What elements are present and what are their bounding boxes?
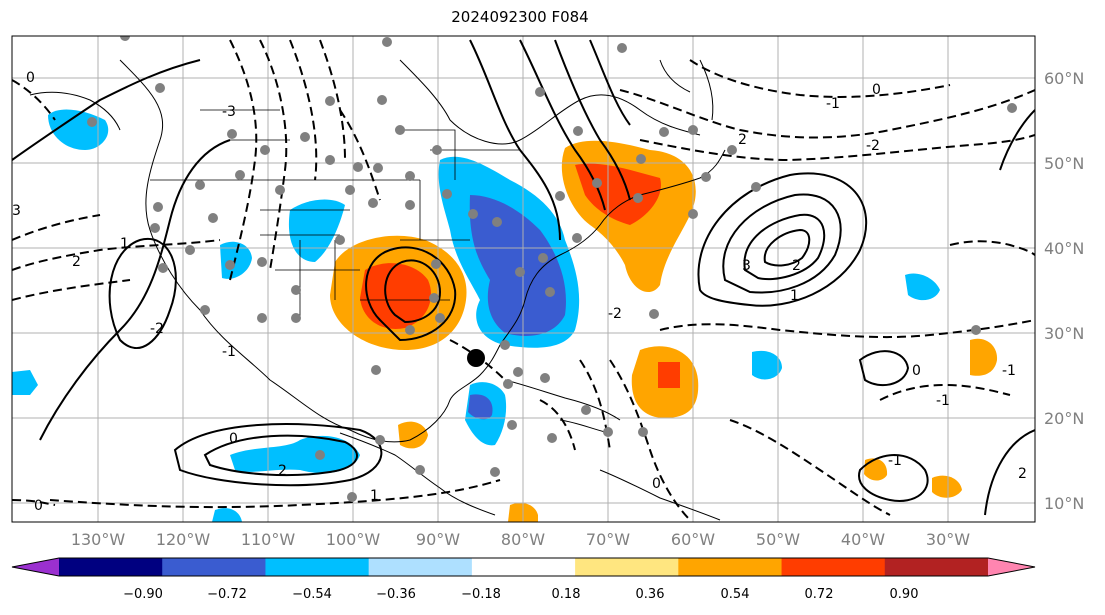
contour-label: 2: [278, 463, 287, 479]
lat-label: 20°N: [1044, 409, 1084, 428]
colorbar-segment: [781, 558, 886, 576]
lon-label: 50°W: [756, 530, 800, 549]
lon-label: 130°W: [71, 530, 126, 549]
lon-label: 60°W: [671, 530, 715, 549]
colorbar-segment: [12, 558, 59, 576]
contour-label: -1: [936, 393, 950, 409]
positive-anomaly-tropical: [864, 458, 888, 481]
negative-anomaly-east-atlantic: [905, 273, 940, 301]
colorbar-tick: −0.36: [376, 587, 416, 602]
colorbar-tick: 0.54: [721, 587, 750, 602]
contour-label: 0: [652, 476, 661, 492]
colorbar-tick: 0.36: [636, 587, 665, 602]
contour-label: 2: [738, 132, 747, 148]
negative-anomaly-eastern-pacific: [230, 435, 360, 474]
colorbar-tick: −0.90: [123, 587, 163, 602]
lon-label: 90°W: [416, 530, 460, 549]
colorbar-segment: [368, 558, 473, 576]
colorbar-segment: [59, 558, 163, 576]
colorbar-ticks: −0.90 −0.72 −0.54 −0.36 −0.18 0.18 0.36 …: [123, 587, 918, 602]
contour-label: 2: [1018, 466, 1027, 482]
contour-label: 0: [34, 498, 43, 514]
colorbar-segment: [575, 558, 679, 576]
colorbar: −0.90 −0.72 −0.54 −0.36 −0.18 0.18 0.36 …: [11, 557, 1036, 602]
contour-label: 1: [790, 288, 799, 304]
negative-anomaly-rockies: [288, 199, 345, 262]
positive-anomaly-east-atlantic: [970, 338, 998, 376]
contour-label: 1: [120, 236, 129, 252]
contours-solid: [12, 39, 1035, 516]
contour-label: 0: [912, 363, 921, 379]
map-frame: [11, 35, 1036, 523]
negative-anomaly-west-edge: [12, 370, 38, 395]
map-title: 2024092300 F084: [451, 8, 589, 26]
colorbar-segment: [265, 558, 370, 576]
colorbar-tick: 0.72: [805, 587, 834, 602]
colorbar-segment: [162, 558, 266, 576]
contour-labels: 0 3 2 1 0 -3 -2 -1 2 1 0 -2 3 2 1 -1 -2 …: [12, 70, 1027, 514]
lat-label: 50°N: [1044, 154, 1084, 173]
positive-anomaly-central-america: [398, 421, 428, 449]
contour-label: -3: [222, 104, 236, 120]
coastlines: [29, 59, 726, 521]
contour-label: -1: [888, 453, 902, 469]
contour-label: 0: [26, 70, 35, 86]
colorbar-tick: 0.90: [890, 587, 919, 602]
contour-label: -2: [608, 306, 622, 322]
negative-anomaly-southwest: [220, 241, 252, 279]
colorbar-segment: [471, 558, 576, 576]
shaded-anomaly-fields: [12, 109, 998, 522]
lon-label: 120°W: [156, 530, 211, 549]
lon-label: 100°W: [326, 530, 381, 549]
contour-label: -2: [150, 321, 164, 337]
contour-label: 2: [72, 254, 81, 270]
negative-anomaly-east-us-core: [469, 195, 566, 336]
lat-label: 60°N: [1044, 69, 1084, 88]
lat-label: 40°N: [1044, 239, 1084, 258]
contour-label: 3: [742, 258, 751, 274]
colorbar-outline: [11, 557, 1036, 577]
colorbar-tick: −0.18: [461, 587, 501, 602]
positive-anomaly-atlantic-core: [658, 362, 680, 388]
contours-dashed: [12, 39, 1035, 521]
contour-label: -1: [826, 96, 840, 112]
storm-center-marker: [467, 349, 485, 367]
lat-label: 30°N: [1044, 324, 1084, 343]
contour-label: 1: [370, 488, 379, 504]
state-borders: [150, 109, 520, 320]
contour-label: 2: [792, 258, 801, 274]
contour-label: -1: [1002, 363, 1016, 379]
negative-anomaly-mid-atlantic: [752, 350, 782, 380]
contour-label: -2: [866, 138, 880, 154]
colorbar-tick: 0.18: [552, 587, 581, 602]
colorbar-tick: −0.72: [207, 587, 247, 602]
longitude-labels: 130°W 120°W 110°W 100°W 90°W 80°W 70°W 6…: [71, 530, 970, 549]
positive-anomaly-gulf-core: [360, 263, 432, 329]
lon-label: 30°W: [926, 530, 970, 549]
gridlines: [12, 36, 1035, 522]
positive-anomaly-tropical-2: [932, 475, 962, 498]
contour-label: 0: [872, 82, 881, 98]
colorbar-segments: [12, 558, 1035, 576]
colorbar-segment: [988, 558, 1035, 576]
lon-label: 80°W: [501, 530, 545, 549]
negative-anomaly-south: [212, 508, 242, 522]
lon-label: 70°W: [586, 530, 630, 549]
lat-label: 10°N: [1044, 494, 1084, 513]
contour-label: -1: [222, 344, 236, 360]
negative-anomaly-caribbean-core: [468, 394, 493, 420]
colorbar-segment: [678, 558, 783, 576]
colorbar-segment: [884, 558, 989, 576]
colorbar-tick: −0.54: [292, 587, 332, 602]
contour-label: 3: [12, 203, 21, 219]
contour-label: 0: [229, 431, 238, 447]
lon-label: 110°W: [241, 530, 296, 549]
latitude-labels: 60°N 50°N 40°N 30°N 20°N 10°N: [1044, 69, 1084, 513]
station-markers: [87, 36, 1017, 502]
lon-label: 40°W: [841, 530, 885, 549]
